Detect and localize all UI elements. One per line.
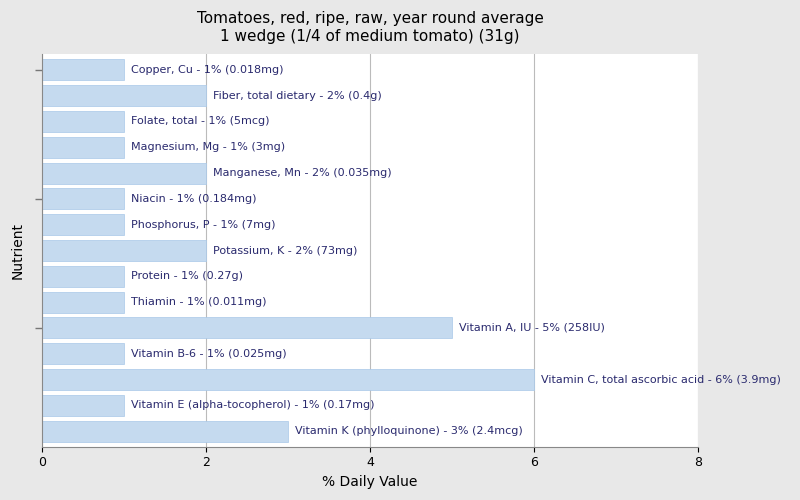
Text: Vitamin K (phylloquinone) - 3% (2.4mcg): Vitamin K (phylloquinone) - 3% (2.4mcg): [294, 426, 522, 436]
Bar: [42, 136, 124, 158]
X-axis label: % Daily Value: % Daily Value: [322, 475, 418, 489]
Bar: [42, 292, 124, 312]
Bar: [42, 214, 124, 236]
Text: Vitamin B-6 - 1% (0.025mg): Vitamin B-6 - 1% (0.025mg): [131, 348, 286, 358]
Text: Niacin - 1% (0.184mg): Niacin - 1% (0.184mg): [131, 194, 257, 204]
Y-axis label: Nutrient: Nutrient: [11, 222, 25, 279]
Text: Copper, Cu - 1% (0.018mg): Copper, Cu - 1% (0.018mg): [131, 65, 283, 75]
Text: Thiamin - 1% (0.011mg): Thiamin - 1% (0.011mg): [131, 297, 266, 307]
Text: Fiber, total dietary - 2% (0.4g): Fiber, total dietary - 2% (0.4g): [213, 90, 382, 101]
Title: Tomatoes, red, ripe, raw, year round average
1 wedge (1/4 of medium tomato) (31g: Tomatoes, red, ripe, raw, year round ave…: [197, 11, 543, 44]
Text: Manganese, Mn - 2% (0.035mg): Manganese, Mn - 2% (0.035mg): [213, 168, 391, 178]
Bar: [42, 266, 124, 287]
Bar: [42, 369, 534, 390]
Text: Magnesium, Mg - 1% (3mg): Magnesium, Mg - 1% (3mg): [131, 142, 285, 152]
Text: Vitamin A, IU - 5% (258IU): Vitamin A, IU - 5% (258IU): [458, 323, 605, 333]
Bar: [42, 343, 124, 364]
Bar: [42, 394, 124, 416]
Bar: [42, 162, 206, 184]
Bar: [42, 188, 124, 210]
Bar: [42, 420, 288, 442]
Text: Vitamin E (alpha-tocopherol) - 1% (0.17mg): Vitamin E (alpha-tocopherol) - 1% (0.17m…: [131, 400, 374, 410]
Text: Potassium, K - 2% (73mg): Potassium, K - 2% (73mg): [213, 246, 358, 256]
Text: Phosphorus, P - 1% (7mg): Phosphorus, P - 1% (7mg): [131, 220, 275, 230]
Text: Folate, total - 1% (5mcg): Folate, total - 1% (5mcg): [131, 116, 270, 126]
Bar: [42, 111, 124, 132]
Bar: [42, 240, 206, 261]
Bar: [42, 60, 124, 80]
Bar: [42, 85, 206, 106]
Bar: [42, 318, 452, 338]
Text: Protein - 1% (0.27g): Protein - 1% (0.27g): [131, 272, 243, 281]
Text: Vitamin C, total ascorbic acid - 6% (3.9mg): Vitamin C, total ascorbic acid - 6% (3.9…: [541, 374, 781, 384]
